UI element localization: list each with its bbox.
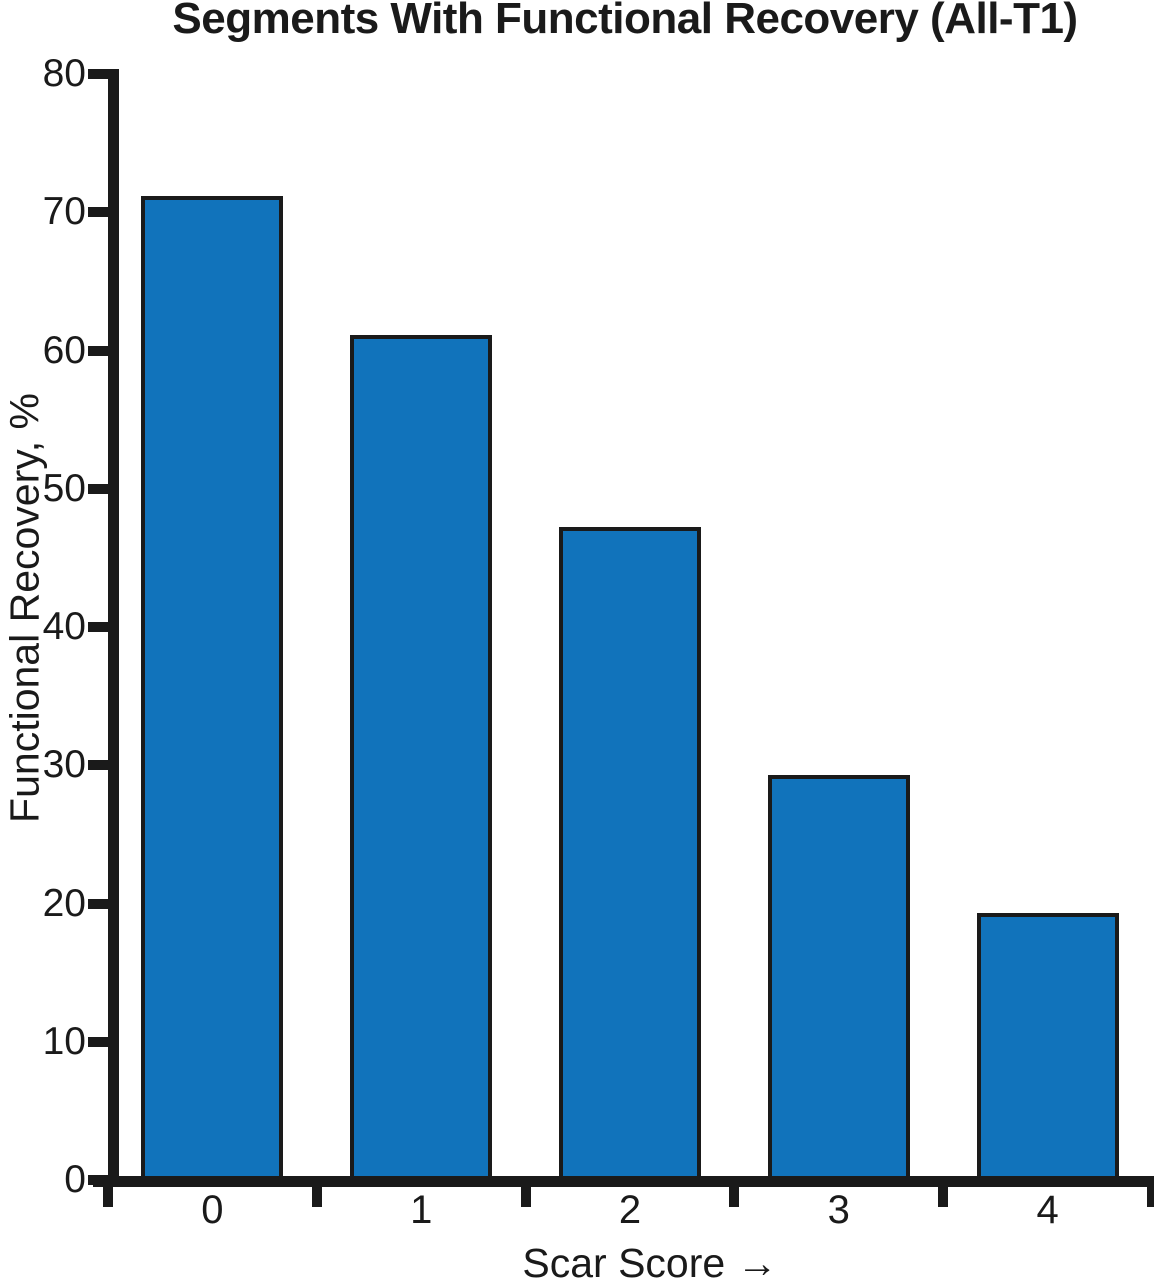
x-axis-tick [311,1176,322,1207]
x-tick-label: 1 [410,1188,433,1232]
y-tick-label: 50 [42,466,86,510]
y-tick-label: 80 [42,52,86,95]
x-tick-label: 0 [201,1188,224,1232]
x-axis-tick [103,1176,113,1207]
bar-scar-score-4 [977,913,1119,1180]
y-tick-label: 10 [42,1019,86,1063]
y-tick-label: 20 [42,881,86,925]
bar-scar-score-0 [141,196,283,1180]
y-axis-tick [88,207,108,218]
y-axis-tick [88,1036,108,1047]
y-axis-tick [88,898,108,909]
x-axis-tick [520,1176,531,1207]
x-axis-tick [938,1176,949,1207]
bar-scar-score-2 [559,527,701,1180]
chart-title: Segments With Functional Recovery (All-T… [172,0,1078,43]
x-tick-label: 2 [618,1188,642,1232]
y-tick-label: 70 [42,190,86,234]
y-tick-label: 0 [64,1158,86,1201]
y-axis-tick [88,483,108,494]
y-axis-tick [88,760,108,771]
y-axis-line [108,69,119,1187]
x-axis-line [93,1176,1154,1187]
y-axis-tick [88,622,108,632]
bar-scar-score-3 [768,775,910,1180]
x-axis-label: Scar Score → [522,1240,778,1286]
x-axis-tick [729,1176,740,1207]
x-tick-label: 4 [1036,1188,1059,1232]
y-axis-tick [88,69,108,79]
bar-scar-score-1 [350,335,492,1180]
x-tick-label: 3 [827,1188,850,1232]
y-tick-label: 40 [42,605,86,648]
x-axis-tick [1147,1176,1154,1207]
y-tick-label: 60 [42,328,86,372]
y-axis-tick [88,345,108,356]
y-tick-label: 30 [42,743,86,787]
